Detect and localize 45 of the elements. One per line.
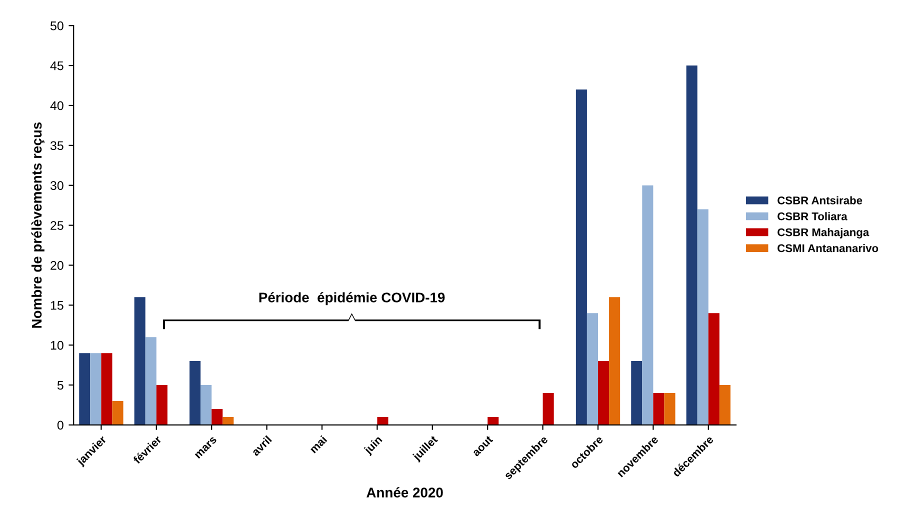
bar [708, 313, 720, 425]
y-tick-label: 50 [50, 21, 64, 30]
bar [631, 361, 642, 425]
bar [101, 353, 112, 425]
y-tick-label: 15 [50, 301, 64, 310]
bar [642, 185, 654, 425]
bar [200, 385, 212, 425]
x-tick-label: mai [308, 435, 328, 454]
y-tick-label: 30 [50, 181, 64, 190]
bar [697, 209, 708, 425]
y-axis-title: Nombre de prélèvements reçus [31, 122, 44, 328]
y-tick-label: 20 [50, 261, 64, 270]
x-axis-title: Année 2020 [366, 487, 443, 498]
bar [719, 385, 730, 425]
bar [653, 393, 664, 425]
y-tick-label: 25 [50, 221, 64, 230]
legend-label: CSMI Antananarivo [778, 244, 878, 252]
y-tick-label: 10 [50, 340, 64, 350]
bar [377, 416, 388, 425]
bar [222, 416, 234, 425]
y-tick-label: 35 [50, 141, 64, 150]
bar [79, 353, 90, 425]
bar [664, 393, 676, 425]
bar [212, 408, 223, 425]
bar [190, 361, 201, 425]
y-tick-label: 5 [57, 380, 64, 390]
bar [145, 337, 156, 425]
bar [156, 385, 168, 425]
bar [112, 401, 124, 425]
legend-label: CSBR Toliara [778, 212, 848, 220]
legend-label: CSBR Mahajanga [778, 228, 870, 238]
annotation: Période épidémie COVID-19 [259, 292, 445, 306]
legend-label: CSBR Antsirabe [778, 196, 862, 204]
bar [576, 90, 587, 425]
y-tick-label: 40 [50, 101, 64, 110]
bar [686, 66, 698, 425]
bar [542, 393, 554, 425]
bar [609, 297, 620, 425]
bar [90, 353, 102, 425]
bar [586, 313, 598, 425]
y-tick-label: 45 [50, 61, 64, 70]
bar [598, 361, 610, 425]
y-tick-label: 0 [57, 420, 64, 430]
bar [134, 297, 146, 425]
bar [488, 416, 499, 425]
